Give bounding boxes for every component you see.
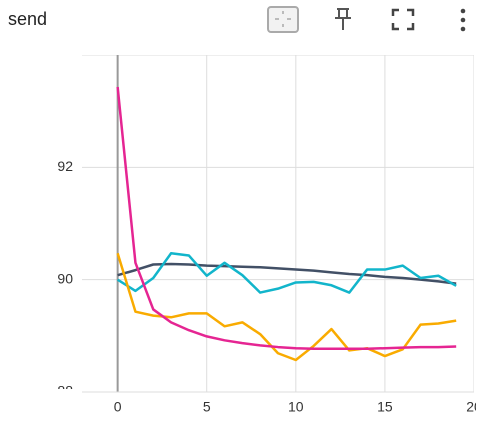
x-tick-label: 0	[114, 399, 122, 415]
y-tick-label: 94	[57, 46, 73, 62]
y-tick-label: 90	[57, 270, 73, 286]
x-tick-label: 5	[203, 399, 211, 415]
y-tick-label: 88	[57, 383, 73, 399]
series-line	[117, 262, 457, 285]
series-line	[116, 252, 457, 362]
fit-domain-button[interactable]	[267, 6, 299, 33]
series-line	[116, 252, 457, 294]
x-tick-label: 20	[466, 399, 482, 415]
x-tick-label: 10	[288, 399, 304, 415]
x-tick-label: 15	[377, 399, 393, 415]
y-tick-label: 92	[57, 158, 73, 174]
series-line	[116, 86, 457, 351]
pin-button[interactable]	[335, 8, 351, 30]
card-title: send	[8, 9, 47, 29]
fullscreen-button[interactable]	[391, 8, 415, 31]
more-menu-button[interactable]	[460, 8, 466, 32]
